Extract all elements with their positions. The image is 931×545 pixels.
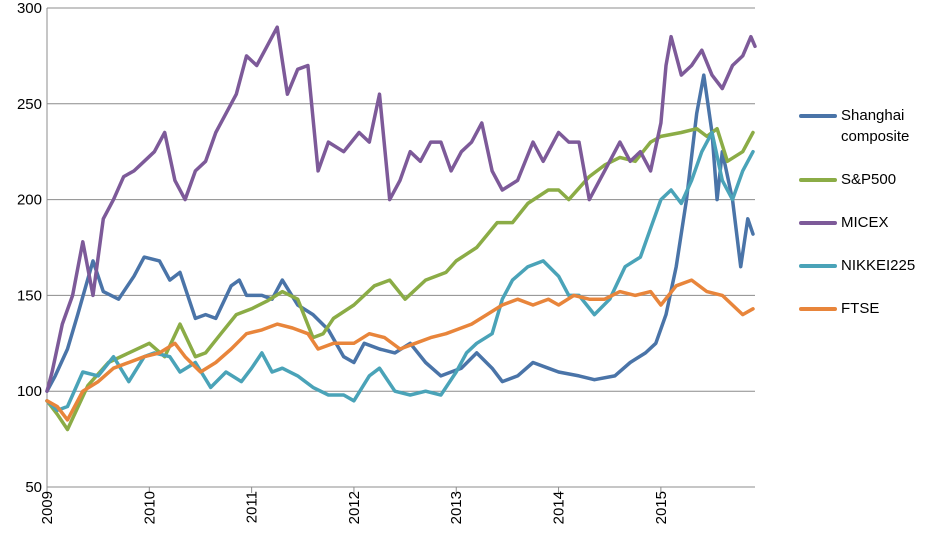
legend-swatch (799, 114, 837, 118)
x-tick-label: 2013 (448, 491, 465, 524)
series-line-s-p500 (45, 126, 755, 432)
series-line-ftse (45, 278, 755, 422)
legend-swatch (799, 221, 837, 225)
x-tick-label: 2010 (141, 491, 158, 524)
legend-label: Shanghai composite (841, 107, 910, 145)
x-tick-label: 2014 (551, 491, 568, 524)
legend-item: Shanghai composite (795, 105, 931, 147)
y-tick-label: 50 (25, 479, 42, 496)
legend-item: FTSE (795, 298, 931, 319)
x-tick-label: 2009 (39, 491, 56, 524)
series-line-micex (45, 25, 757, 393)
legend-swatch (799, 264, 837, 268)
legend-label: NIKKEI225 (841, 257, 916, 274)
x-tick-label: 2011 (244, 491, 261, 523)
y-tick-label: 100 (17, 383, 42, 400)
y-tick-label: 250 (17, 96, 42, 113)
legend-swatch (799, 178, 837, 182)
y-tick-label: 300 (17, 0, 42, 17)
legend-item: NIKKEI225 (795, 255, 931, 276)
legend-label: MICEX (841, 214, 889, 231)
legend-swatch (799, 307, 837, 311)
legend-label: S&P500 (841, 171, 897, 188)
y-tick-label: 150 (17, 287, 42, 304)
series-line-nikkei225 (45, 130, 755, 413)
x-tick-label: 2012 (346, 491, 363, 524)
legend-item: S&P500 (795, 169, 931, 190)
series-line-shanghai-composite (45, 73, 755, 393)
x-tick-label: 2015 (653, 491, 670, 524)
legend-item: MICEX (795, 212, 931, 233)
y-tick-label: 200 (17, 192, 42, 209)
legend-label: FTSE (841, 300, 880, 317)
legend: Shanghai composite S&P500 MICEX NIKKEI225 FTS… (795, 105, 931, 341)
